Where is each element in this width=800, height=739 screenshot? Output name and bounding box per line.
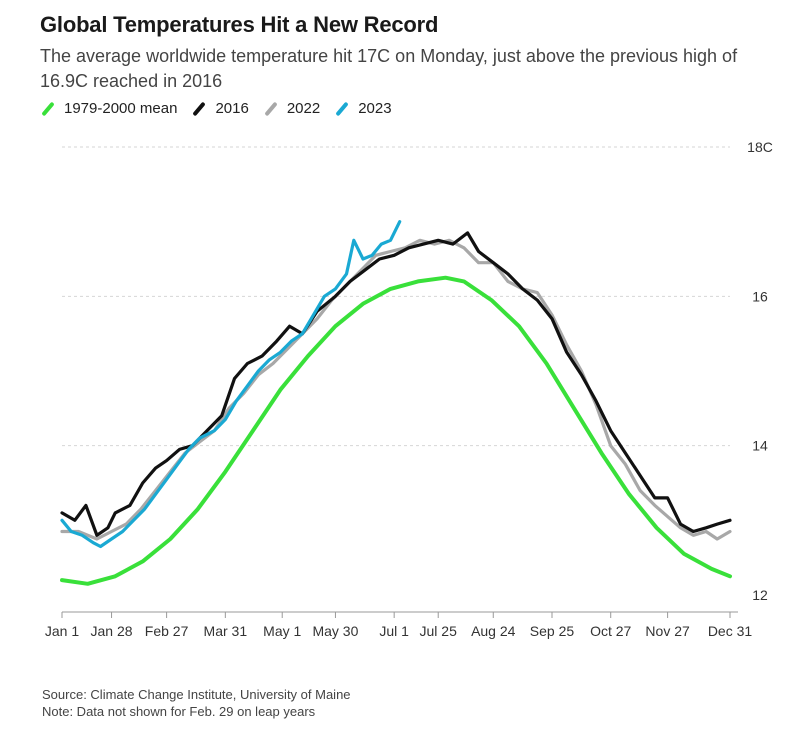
y-tick-label: 12 (752, 587, 768, 603)
chart-footer: Source: Climate Change Institute, Univer… (42, 686, 351, 720)
y-tick-label: 18C (747, 139, 773, 155)
legend-swatch-mean (41, 101, 55, 116)
x-axis-labels: Jan 1 Jan 28 Feb 27 Mar 31 May 1 May 30 Jul 1 J… (45, 623, 753, 639)
legend-label-2022: 2022 (286, 100, 321, 117)
legend-swatch-2016 (192, 101, 207, 116)
x-tick-label: Dec 31 (708, 623, 753, 639)
y-axis-labels: 12 14 16 18C (747, 139, 773, 603)
legend-swatch-2022 (264, 101, 278, 116)
y-tick-label: 16 (752, 288, 768, 304)
series-line-2023 (60, 220, 402, 549)
series-line-2016 (60, 231, 732, 537)
series-line-1979-2000-mean (60, 275, 732, 586)
x-tick-label: Sep 25 (530, 623, 575, 639)
x-tick-label: Nov 27 (645, 623, 690, 639)
x-tick-label: Oct 27 (590, 623, 631, 639)
legend-item-mean: 1979-2000 mean (40, 100, 177, 117)
x-tick-label: Jan 28 (91, 623, 133, 639)
series-lines (60, 220, 732, 586)
legend-label-2016: 2016 (215, 100, 249, 117)
x-tick-label: Jul 1 (379, 623, 409, 639)
data-note: Note: Data not shown for Feb. 29 on leap… (42, 704, 316, 719)
chart-title: Global Temperatures Hit a New Record (40, 12, 439, 37)
x-tick-label: Jul 25 (420, 623, 458, 639)
source-note: Source: Climate Change Institute, Univer… (42, 687, 351, 702)
x-tick-label: May 1 (263, 623, 301, 639)
x-tick-label: May 30 (312, 623, 358, 639)
x-axis (61, 611, 738, 618)
legend-item-2023: 2023 (334, 100, 392, 117)
x-tick-label: Jan 1 (45, 623, 79, 639)
line-chart: 12 14 16 18C Jan 1 Jan 28 Feb 27 Mar 31 May 1 Ma… (45, 139, 773, 639)
legend-swatch-2023 (335, 101, 349, 116)
y-tick-label: 14 (752, 438, 768, 454)
legend-item-2016: 2016 (191, 100, 249, 117)
x-tick-label: Aug 24 (471, 623, 516, 639)
legend-item-2022: 2022 (263, 100, 320, 117)
chart-legend: 1979-2000 mean 2016 2022 2023 (40, 100, 406, 117)
chart-subtitle: The average worldwide temperature hit 17… (40, 46, 738, 91)
legend-label-2023: 2023 (358, 100, 392, 117)
x-tick-label: Feb 27 (145, 623, 189, 639)
gridlines (62, 146, 730, 447)
legend-label-mean: 1979-2000 mean (64, 100, 178, 117)
x-tick-label: Mar 31 (204, 623, 248, 639)
